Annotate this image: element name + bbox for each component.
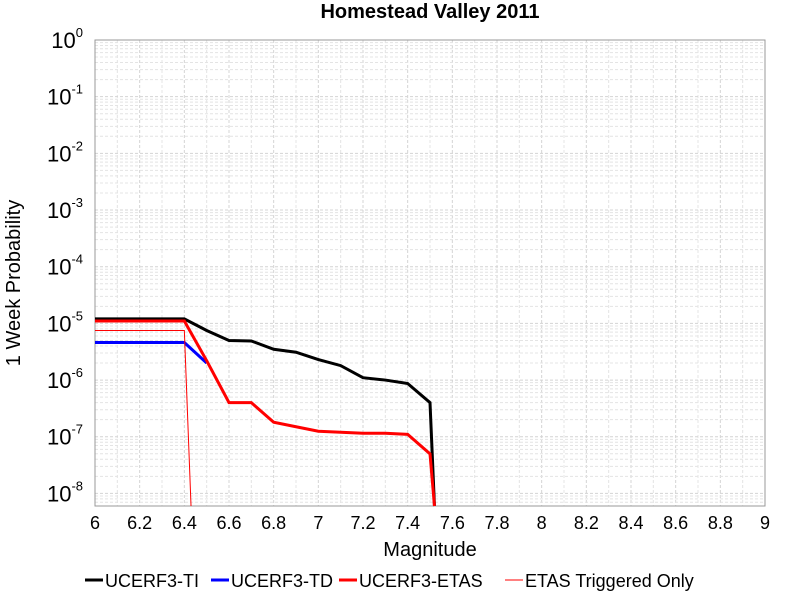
legend-label: UCERF3-TD bbox=[231, 571, 333, 591]
x-tick-label: 8 bbox=[537, 513, 547, 533]
plot-area bbox=[94, 39, 766, 507]
legend-label: UCERF3-TI bbox=[105, 571, 199, 591]
y-tick-exponent: -8 bbox=[71, 478, 83, 493]
y-tick-exponent: -4 bbox=[71, 252, 83, 267]
y-tick-base: 10 bbox=[47, 311, 71, 336]
y-tick-base: 10 bbox=[47, 85, 71, 110]
x-tick-label: 7.4 bbox=[395, 513, 420, 533]
x-tick-label: 8.6 bbox=[663, 513, 688, 533]
y-axis-label: 1 Week Probability bbox=[3, 200, 25, 366]
x-tick-label: 6.8 bbox=[261, 513, 286, 533]
x-tick-label: 7.8 bbox=[484, 513, 509, 533]
x-tick-label: 8.4 bbox=[618, 513, 643, 533]
y-tick-label: 10-8 bbox=[47, 478, 83, 506]
x-tick-label: 9 bbox=[760, 513, 770, 533]
x-tick-labels: 6 6.2 6.4 6.6 6.8 7 7.2 7.4 7.6 7.8 8 8.2 8.4 8.6 8.8 9 bbox=[90, 513, 770, 533]
y-tick-label: 10-7 bbox=[47, 422, 83, 450]
y-tick-exponent: 0 bbox=[76, 25, 83, 40]
y-tick-exponent: -1 bbox=[71, 82, 83, 97]
y-tick-base: 10 bbox=[47, 141, 71, 166]
y-tick-base: 10 bbox=[47, 198, 71, 223]
x-tick-label: 6 bbox=[90, 513, 100, 533]
y-tick-label: 100 bbox=[51, 25, 83, 53]
grid bbox=[94, 39, 766, 507]
x-tick-label: 6.6 bbox=[216, 513, 241, 533]
y-tick-base: 10 bbox=[47, 255, 71, 280]
x-tick-label: 8.2 bbox=[574, 513, 599, 533]
series-layer bbox=[95, 317, 436, 507]
y-tick-label: 10-2 bbox=[47, 138, 83, 166]
x-tick-label: 8.8 bbox=[708, 513, 733, 533]
x-axis-label: Magnitude bbox=[383, 539, 476, 561]
x-tick-label: 7.2 bbox=[350, 513, 375, 533]
y-tick-exponent: -5 bbox=[71, 308, 83, 323]
legend-label: ETAS Triggered Only bbox=[525, 571, 694, 591]
y-tick-label: 10-4 bbox=[47, 252, 83, 280]
legend-label: UCERF3-ETAS bbox=[359, 571, 483, 591]
y-tick-base: 10 bbox=[51, 28, 75, 53]
y-tick-label: 10-3 bbox=[47, 195, 83, 223]
y-tick-label: 10-6 bbox=[47, 365, 83, 393]
y-tick-exponent: -3 bbox=[71, 195, 83, 210]
x-tick-label: 6.2 bbox=[127, 513, 152, 533]
legend: UCERF3-TI UCERF3-TD UCERF3-ETAS ETAS Trigge… bbox=[85, 571, 694, 591]
y-tick-exponent: -7 bbox=[71, 422, 83, 437]
x-tick-label: 7.6 bbox=[440, 513, 465, 533]
series-line-ucerf3-etas bbox=[95, 319, 436, 507]
series-line-etas-triggered-only bbox=[95, 329, 192, 507]
y-tick-exponent: -6 bbox=[71, 365, 83, 380]
y-tick-base: 10 bbox=[47, 425, 71, 450]
series-line-ucerf3-ti bbox=[95, 317, 436, 507]
y-tick-label: 10-5 bbox=[47, 308, 83, 336]
y-tick-label: 10-1 bbox=[47, 82, 83, 110]
y-tick-base: 10 bbox=[47, 481, 71, 506]
x-tick-label: 6.4 bbox=[172, 513, 197, 533]
x-tick-label: 7 bbox=[313, 513, 323, 533]
y-tick-exponent: -2 bbox=[71, 138, 83, 153]
y-tick-base: 10 bbox=[47, 368, 71, 393]
chart-title: Homestead Valley 2011 bbox=[320, 1, 539, 23]
